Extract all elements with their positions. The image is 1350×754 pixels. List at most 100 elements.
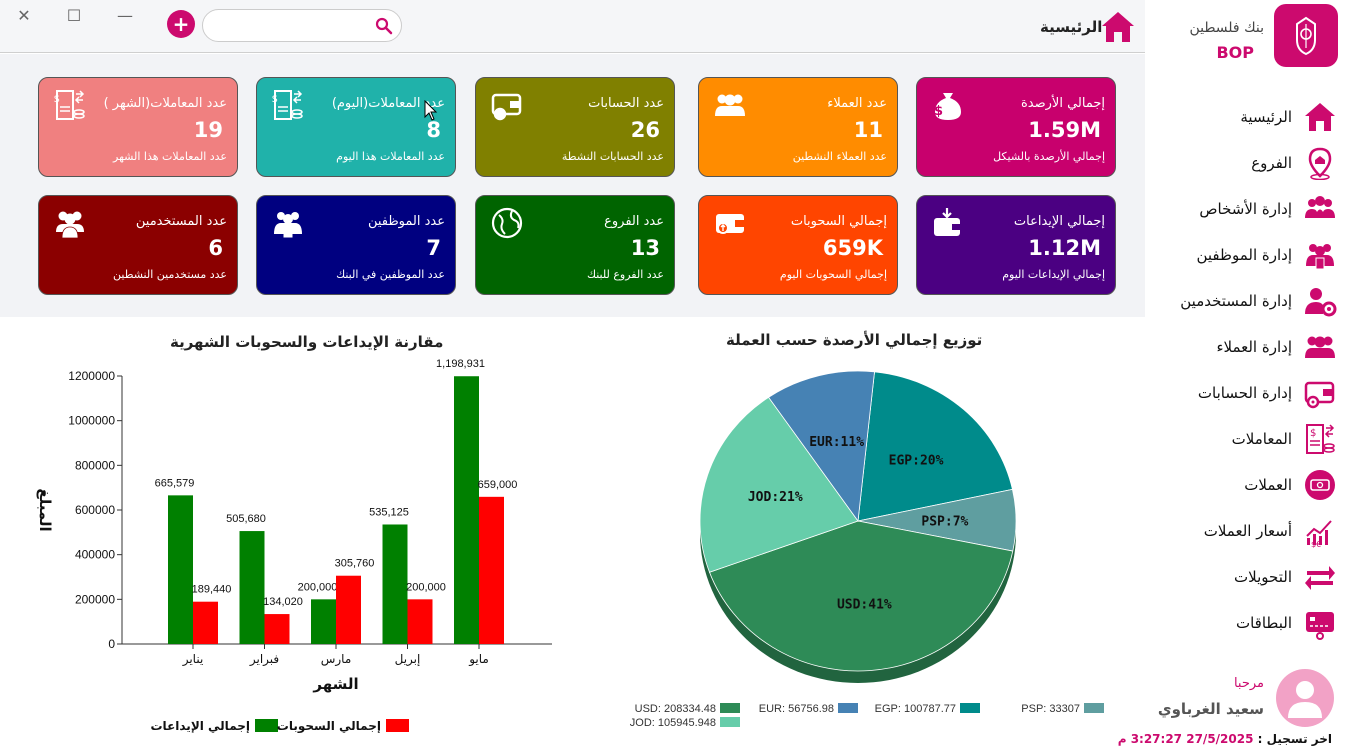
card-title: عدد المعاملات(اليوم) bbox=[331, 96, 445, 111]
stat-card-3[interactable]: عدد الحسابات 26 عدد الحسابات النشطة bbox=[475, 77, 675, 177]
stat-card-4[interactable]: عدد المعاملات(اليوم) 8 عدد المعاملات هذا… bbox=[256, 77, 456, 177]
withdrawal-bar bbox=[479, 496, 504, 644]
search-box[interactable] bbox=[202, 9, 402, 42]
card-icon bbox=[1306, 612, 1334, 640]
sidebar-item-8[interactable]: $ المعاملات bbox=[1150, 419, 1340, 459]
close-window-button[interactable]: ✕ bbox=[17, 6, 31, 25]
card-icon bbox=[490, 88, 524, 126]
wallet-gear-icon bbox=[491, 93, 522, 121]
svg-text:$: $ bbox=[1310, 428, 1316, 439]
card-subtitle: عدد العملاء النشطين bbox=[792, 150, 887, 163]
pie-chart: EGP:20% PSP:7% USD:41% JOD:21% EUR:11% USD: 2… bbox=[630, 370, 1104, 729]
avatar[interactable] bbox=[1276, 669, 1334, 727]
card-subtitle: عدد المعاملات هذا اليوم bbox=[336, 150, 445, 163]
x-tick-label: إبريل bbox=[395, 652, 421, 667]
money-bag-icon: $ bbox=[934, 93, 961, 120]
exchange-rate-icon: $€ bbox=[1306, 520, 1332, 548]
add-button[interactable]: + bbox=[167, 10, 195, 38]
pie-slice-eur[interactable] bbox=[768, 370, 875, 523]
sidebar-item-3[interactable]: إدارة الأشخاص bbox=[1150, 189, 1340, 229]
sidebar-item-2[interactable]: الفروع bbox=[1150, 143, 1340, 183]
legend-label-withdrawals: إجمالي السحوبات bbox=[277, 719, 381, 734]
card-value: 19 bbox=[193, 118, 223, 142]
card-value: 7 bbox=[426, 236, 441, 260]
card-title: إجمالي الأرصدة bbox=[1020, 96, 1105, 111]
x-tick-label: يناير bbox=[182, 652, 204, 667]
pie-slice-egp[interactable] bbox=[857, 371, 1013, 522]
card-title: إجمالي الإيداعات bbox=[1013, 214, 1105, 229]
bar-data-label: 505,680 bbox=[226, 513, 266, 525]
stat-card-1[interactable]: إجمالي الأرصدة 1.59M إجمالي الأرصدة بالش… bbox=[916, 77, 1116, 177]
sidebar: بنك فلسطين BOP الرئيسية الفروع إدارة الأشخ… bbox=[1118, 0, 1350, 754]
currency-icon bbox=[1305, 470, 1335, 500]
users-icon bbox=[56, 211, 84, 239]
bank-logo bbox=[1274, 4, 1338, 67]
bank-emblem-icon bbox=[1296, 16, 1316, 55]
sidebar-item-6[interactable]: إدارة العملاء bbox=[1150, 327, 1340, 367]
deposit-bar bbox=[239, 531, 265, 644]
search-input[interactable] bbox=[215, 16, 365, 36]
pie-legend-swatch bbox=[1084, 703, 1104, 713]
sidebar-item-icon bbox=[1300, 327, 1340, 367]
sidebar-item-icon bbox=[1300, 143, 1340, 183]
card-icon: $ bbox=[931, 88, 965, 126]
sidebar-item-icon bbox=[1300, 557, 1340, 597]
x-tick-label: مايو bbox=[468, 652, 489, 667]
y-tick-label: 400000 bbox=[75, 548, 115, 562]
wallet-gear-icon bbox=[1304, 381, 1335, 409]
sidebar-item-label: العملات bbox=[1244, 476, 1292, 494]
sidebar-item-icon bbox=[1300, 189, 1340, 229]
sidebar-item-label: البطاقات bbox=[1235, 614, 1292, 632]
card-subtitle: عدد الحسابات النشطة bbox=[561, 150, 664, 163]
pie-slice-jod[interactable] bbox=[699, 396, 859, 573]
pie-legend-label: USD: 208334.48 bbox=[635, 703, 716, 715]
pie-chart-panel: توزيع إجمالي الأرصدة حسب العملة EGP:20% P… bbox=[600, 318, 1140, 754]
sidebar-item-10[interactable]: $€ أسعار العملات bbox=[1150, 511, 1340, 551]
sidebar-item-label: إدارة الموظفين bbox=[1196, 246, 1292, 264]
stat-card-7[interactable]: إجمالي السحوبات 659K إجمالي السحوبات الي… bbox=[698, 195, 898, 295]
last-login-label: اخر تسجيل : bbox=[1257, 732, 1332, 746]
bar-data-label: 189,440 bbox=[192, 584, 232, 596]
card-subtitle: إجمالي الأرصدة بالشيكل bbox=[993, 150, 1105, 163]
card-title: عدد المعاملات(الشهر ) bbox=[103, 96, 227, 111]
stat-card-9[interactable]: عدد الموظفين 7 عدد الموظفين في البنك bbox=[256, 195, 456, 295]
search-icon[interactable] bbox=[375, 17, 393, 35]
card-title: عدد المستخدمين bbox=[135, 214, 227, 229]
sidebar-item-11[interactable]: التحويلات bbox=[1150, 557, 1340, 597]
top-bar: ✕ ☐ — + الرئيسية bbox=[0, 0, 1145, 53]
maximize-window-button[interactable]: ☐ bbox=[66, 6, 82, 25]
pie-legend-swatch bbox=[720, 703, 740, 713]
legend-swatch-deposits bbox=[255, 719, 278, 732]
pie-legend-label: PSP: 33307 bbox=[1021, 703, 1080, 715]
bar-chart-panel: مقارنة الإيداعات والسحوبات الشهرية 0 2000… bbox=[0, 318, 600, 754]
transactions-icon: $ bbox=[1306, 424, 1335, 454]
pie-chart-title: توزيع إجمالي الأرصدة حسب العملة bbox=[726, 331, 983, 349]
sidebar-item-label: إدارة الأشخاص bbox=[1199, 200, 1292, 218]
pie-slice-usd[interactable] bbox=[708, 520, 1014, 672]
sidebar-item-7[interactable]: إدارة الحسابات bbox=[1150, 373, 1340, 413]
stat-card-10[interactable]: عدد المستخدمين 6 عدد مستخدمين النشطين bbox=[38, 195, 238, 295]
stat-card-5[interactable]: عدد المعاملات(الشهر ) 19 عدد المعاملات ه… bbox=[38, 77, 238, 177]
stat-card-8[interactable]: عدد الفروع 13 عدد الفروع للبنك bbox=[475, 195, 675, 295]
last-login: اخر تسجيل : 27/5/2025 3:27:27 م bbox=[1118, 732, 1332, 746]
sidebar-item-icon bbox=[1300, 465, 1340, 505]
bar-data-label: 305,760 bbox=[335, 558, 375, 570]
sidebar-item-9[interactable]: العملات bbox=[1150, 465, 1340, 505]
pie-slice-label: PSP:7% bbox=[921, 515, 968, 530]
sidebar-item-4[interactable]: إدارة الموظفين bbox=[1150, 235, 1340, 275]
svg-text:$: $ bbox=[934, 104, 943, 119]
svg-text:$€: $€ bbox=[1311, 540, 1321, 548]
sidebar-item-5[interactable]: إدارة المستخدمين bbox=[1150, 281, 1340, 321]
stat-card-2[interactable]: عدد العملاء 11 عدد العملاء النشطين bbox=[698, 77, 898, 177]
clients-icon bbox=[715, 94, 745, 116]
bar-data-label: 200,000 bbox=[406, 581, 446, 593]
sidebar-item-1[interactable]: الرئيسية bbox=[1150, 97, 1340, 137]
withdrawal-bar bbox=[193, 601, 218, 644]
stat-card-6[interactable]: إجمالي الإيداعات 1.12M إجمالي الإيداعات … bbox=[916, 195, 1116, 295]
bar-chart: 0 200000 400000 600000 800000 1000000 1200000 ا… bbox=[36, 358, 552, 734]
y-axis-title: المبلغ bbox=[36, 488, 54, 531]
sidebar-item-icon: $€ bbox=[1300, 511, 1340, 551]
minimize-window-button[interactable]: — bbox=[117, 6, 133, 25]
sidebar-item-12[interactable]: البطاقات bbox=[1150, 603, 1340, 643]
